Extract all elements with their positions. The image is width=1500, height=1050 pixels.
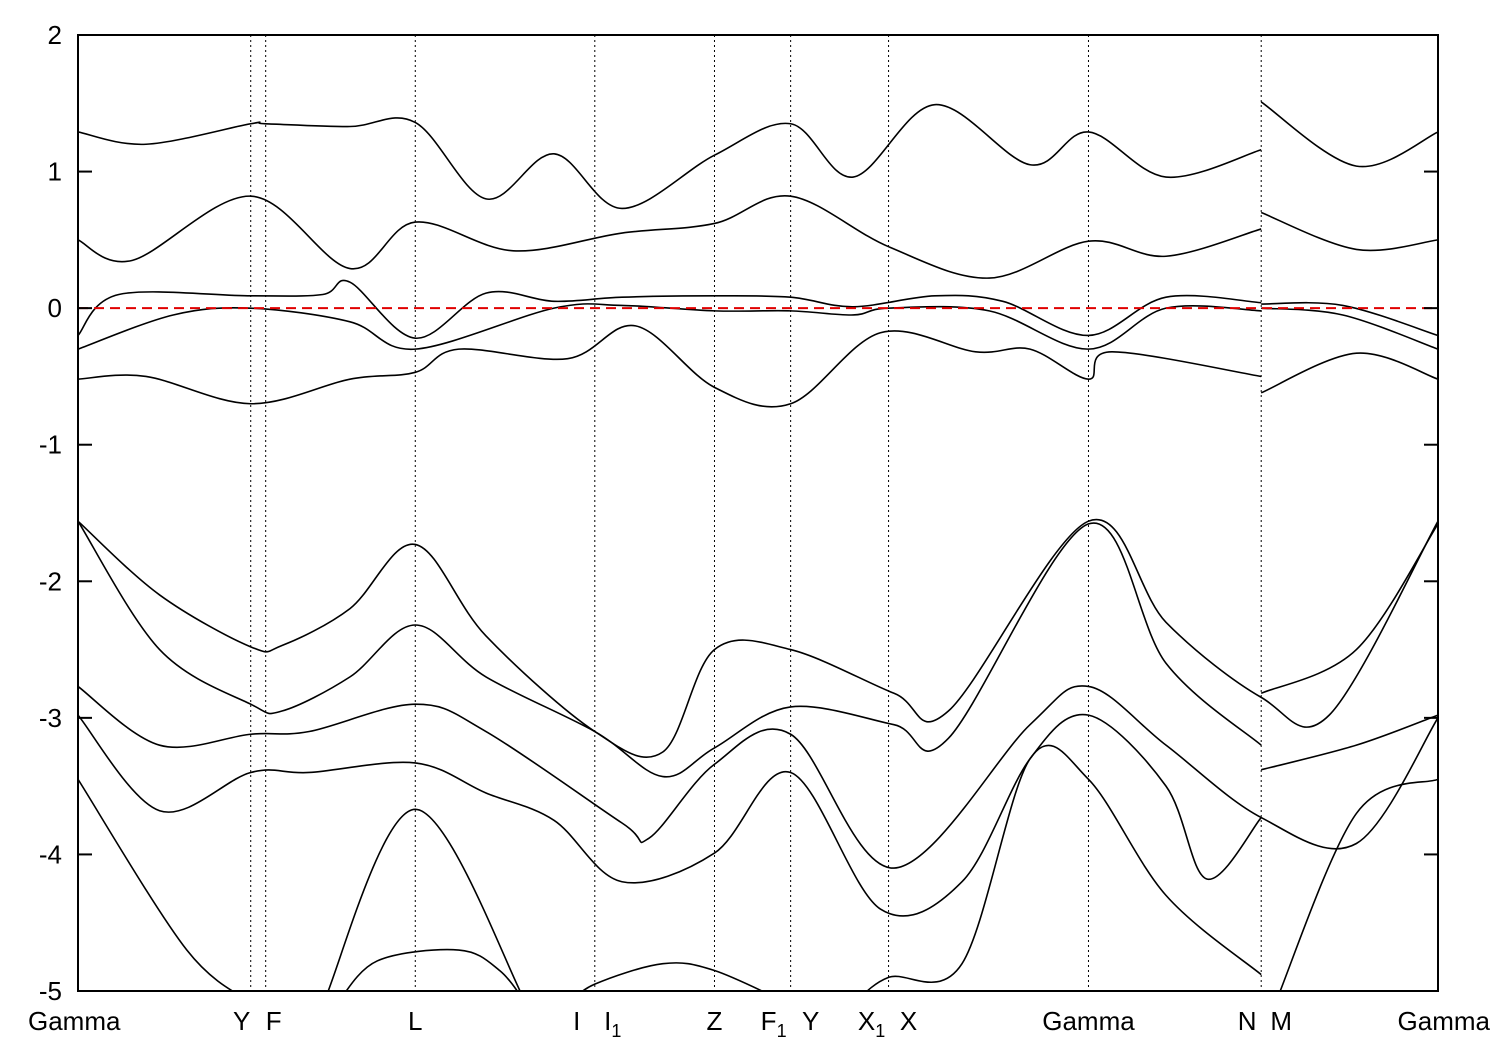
band-line bbox=[78, 518, 1438, 759]
band-line bbox=[78, 520, 1262, 778]
plot-frame bbox=[77, 34, 1439, 992]
band-line bbox=[1261, 714, 1438, 771]
band-line bbox=[1261, 307, 1438, 350]
kpoint-label: Gamma bbox=[28, 1006, 121, 1036]
y-tick-label: 1 bbox=[48, 157, 62, 187]
y-axis-ticks: 2 1 0 -1 -2 -3 -4 -5 bbox=[39, 20, 1438, 1006]
band-line bbox=[78, 778, 234, 991]
x-axis-kpoint-labels: Gamma Y F L I I1 Z F1 Y X1 X Gamma N M Gamma bbox=[28, 1006, 1491, 1041]
band-line bbox=[1260, 352, 1438, 394]
y-tick-label: -4 bbox=[39, 839, 62, 869]
band-line bbox=[1260, 211, 1438, 252]
kpoint-label: X1 bbox=[858, 1006, 885, 1041]
y-tick-label: -5 bbox=[39, 976, 62, 1006]
band-line bbox=[78, 685, 1438, 869]
band-line bbox=[345, 948, 519, 991]
band-line bbox=[78, 713, 1262, 917]
kpoint-label: Y bbox=[802, 1006, 819, 1036]
band-line bbox=[327, 808, 521, 991]
y-tick-label: -2 bbox=[39, 566, 62, 596]
kpoint-label: F1 bbox=[761, 1006, 787, 1041]
band-line bbox=[78, 195, 1262, 279]
band-line bbox=[78, 279, 1262, 339]
kpoint-label: Y bbox=[233, 1006, 250, 1036]
band-line bbox=[78, 303, 1262, 350]
y-tick-label: 0 bbox=[48, 293, 62, 323]
kpoint-label: F bbox=[266, 1006, 282, 1036]
band-line bbox=[78, 103, 1262, 210]
y-tick-label: 2 bbox=[48, 20, 62, 50]
y-tick-label: -1 bbox=[39, 430, 62, 460]
band-line bbox=[866, 744, 1262, 991]
kpoint-label: M bbox=[1270, 1006, 1292, 1036]
kpoint-label: L bbox=[408, 1006, 422, 1036]
kpoint-gridlines bbox=[250, 35, 1262, 991]
y-tick-label: -3 bbox=[39, 703, 62, 733]
kpoint-label: I bbox=[573, 1006, 580, 1036]
kpoint-label: I1 bbox=[604, 1006, 621, 1041]
band-line bbox=[1260, 101, 1438, 168]
kpoint-label: Z bbox=[707, 1006, 723, 1036]
band-lines bbox=[78, 101, 1438, 991]
band-line bbox=[581, 962, 764, 991]
band-line bbox=[78, 324, 1262, 408]
band-line bbox=[1261, 301, 1438, 337]
kpoint-label: N bbox=[1238, 1006, 1257, 1036]
band-line bbox=[1260, 523, 1438, 695]
band-line bbox=[1279, 778, 1438, 991]
kpoint-label: Gamma bbox=[1398, 1006, 1491, 1036]
kpoint-label: Gamma bbox=[1042, 1006, 1135, 1036]
kpoint-label: X bbox=[900, 1006, 917, 1036]
